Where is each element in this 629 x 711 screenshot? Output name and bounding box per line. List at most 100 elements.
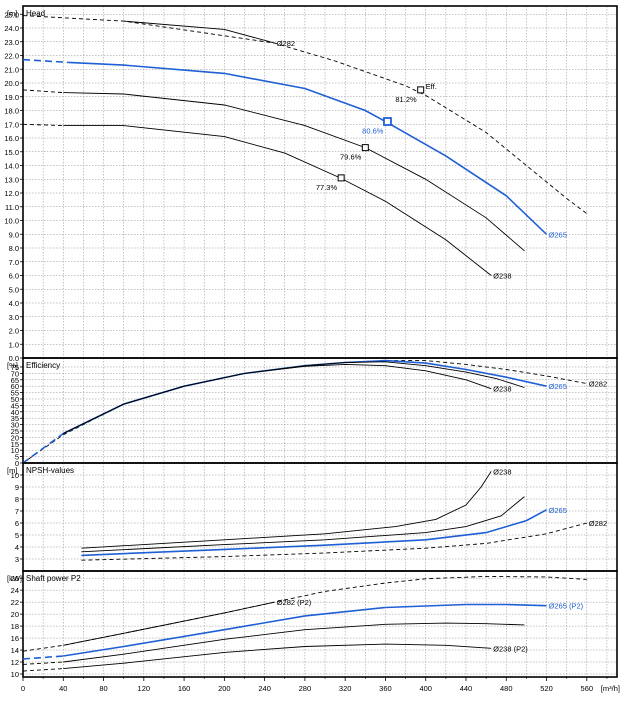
- y-axis-unit: [m]: [7, 9, 17, 18]
- x-tick-label: 200: [218, 684, 231, 693]
- series-label: Ø282: [277, 39, 295, 48]
- panel-frame: [22, 570, 618, 678]
- y-tick-label: 15.0: [4, 148, 19, 157]
- efficiency-marker-label: 77.3%: [316, 183, 338, 192]
- y-tick-label: 40: [11, 408, 19, 417]
- y-tick-label: 0: [15, 459, 19, 468]
- panel-title: Head: [26, 9, 45, 18]
- x-tick-label: 400: [419, 684, 432, 693]
- y-tick-label: 10.0: [4, 217, 19, 226]
- panel-title: Efficiency: [26, 361, 60, 370]
- efficiency-label: Eff.: [426, 82, 437, 91]
- series-label: Ø282: [589, 519, 607, 528]
- series-label: Ø282: [589, 380, 607, 389]
- y-tick-label: 6.0: [9, 272, 19, 281]
- x-tick-label: 480: [500, 684, 513, 693]
- efficiency-marker: [383, 117, 392, 126]
- series-label: Ø265: [549, 230, 567, 239]
- series-line: [63, 363, 492, 434]
- panel-title: Shaft power P2: [26, 574, 81, 583]
- series-line: [63, 643, 492, 670]
- x-tick-label: 280: [299, 684, 312, 693]
- x-tick-label: 40: [59, 684, 67, 693]
- series-line-dashed: [23, 58, 69, 64]
- y-tick-label: 5.0: [9, 285, 19, 294]
- x-tick-label: 320: [339, 684, 352, 693]
- y-tick-label: 19.0: [4, 93, 19, 102]
- efficiency-marker: [417, 86, 425, 94]
- y-tick-label: 45: [11, 401, 19, 410]
- panel-title: NPSH-values: [26, 466, 74, 475]
- y-axis-unit: [m]: [7, 466, 17, 475]
- x-tick-label: 120: [138, 684, 151, 693]
- y-tick-label: 20.0: [4, 79, 19, 88]
- y-tick-label: 15: [11, 440, 19, 449]
- series-line: [63, 601, 275, 646]
- y-tick-label: 13.0: [4, 175, 19, 184]
- y-tick-label: 20: [11, 433, 19, 442]
- series-line: [63, 603, 547, 657]
- x-tick-label: 360: [379, 684, 392, 693]
- y-tick-label: 4: [15, 543, 19, 552]
- y-tick-label: 25: [11, 427, 19, 436]
- x-tick-label: 160: [178, 684, 191, 693]
- y-tick-label: 2.0: [9, 327, 19, 336]
- y-tick-label: 35: [11, 414, 19, 423]
- y-tick-label: 22.0: [4, 52, 19, 61]
- x-tick-label: 240: [258, 684, 271, 693]
- y-tick-label: 55: [11, 389, 19, 398]
- y-tick-label: 14: [11, 646, 19, 655]
- y-tick-label: 21.0: [4, 65, 19, 74]
- series-label: Ø282 (P2): [277, 598, 312, 607]
- x-tick-label: 0: [21, 684, 25, 693]
- y-tick-label: 10: [11, 670, 19, 679]
- y-tick-label: 8: [15, 495, 19, 504]
- y-tick-label: 16.0: [4, 134, 19, 143]
- y-tick-label: 9: [15, 483, 19, 492]
- y-tick-label: 22: [11, 598, 19, 607]
- y-tick-label: 7: [15, 507, 19, 516]
- y-tick-label: 24.0: [4, 24, 19, 33]
- efficiency-marker: [337, 174, 345, 182]
- series-label: Ø265: [549, 382, 567, 391]
- series-label: Ø265 (P2): [549, 602, 584, 611]
- y-tick-label: 75: [11, 363, 19, 372]
- y-tick-label: 50: [11, 395, 19, 404]
- x-tick-label: 80: [99, 684, 107, 693]
- y-tick-label: 10: [11, 471, 19, 480]
- y-tick-label: 70: [11, 369, 19, 378]
- y-tick-label: 3.0: [9, 313, 19, 322]
- series-line: [68, 61, 548, 235]
- efficiency-marker-label: 80.6%: [362, 127, 384, 136]
- y-tick-label: 65: [11, 376, 19, 385]
- y-tick-label: 23.0: [4, 38, 19, 47]
- x-tick-label: 560: [581, 684, 594, 693]
- efficiency-marker-label: 81.2%: [395, 95, 417, 104]
- y-tick-label: 0.0: [9, 354, 19, 363]
- x-tick-label: 440: [460, 684, 473, 693]
- y-tick-label: 17.0: [4, 120, 19, 129]
- series-line: [81, 471, 492, 549]
- y-tick-label: 5: [15, 453, 19, 462]
- series-line: [63, 125, 492, 276]
- y-tick-label: 60: [11, 382, 19, 391]
- y-tick-label: 18.0: [4, 107, 19, 116]
- efficiency-marker-label: 79.6%: [340, 153, 362, 162]
- y-tick-label: 7.0: [9, 258, 19, 267]
- y-axis-unit: [%]: [7, 361, 18, 370]
- y-tick-label: 30: [11, 421, 19, 430]
- series-line-dashed: [23, 655, 64, 660]
- y-tick-label: 10: [11, 446, 19, 455]
- series-label: Ø238: [493, 467, 511, 476]
- y-tick-label: 20: [11, 610, 19, 619]
- series-line: [81, 509, 547, 557]
- series-label: Ø238: [493, 272, 511, 281]
- series-label: Ø265: [549, 506, 567, 515]
- y-tick-label: 4.0: [9, 299, 19, 308]
- x-axis-unit: [m³/h]: [601, 684, 620, 693]
- y-tick-label: 9.0: [9, 230, 19, 239]
- series-line: [63, 92, 525, 252]
